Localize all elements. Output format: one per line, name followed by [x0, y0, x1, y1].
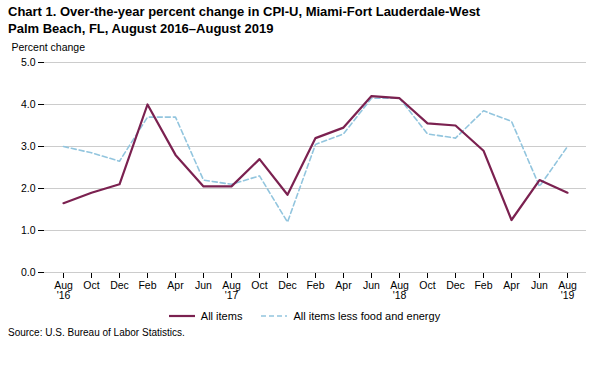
svg-text:Dec: Dec	[446, 279, 465, 291]
svg-text:Dec: Dec	[278, 279, 297, 291]
svg-text:Jun: Jun	[195, 279, 212, 291]
svg-text:Aug'19: Aug'19	[558, 279, 577, 302]
svg-text:Feb: Feb	[138, 279, 156, 291]
svg-text:5.0: 5.0	[21, 56, 36, 68]
html-text:All items: All items	[200, 309, 243, 322]
svg-text:Apr: Apr	[503, 279, 520, 291]
svg-text:Aug'17: Aug'17	[222, 279, 241, 302]
svg-text:1.0: 1.0	[21, 224, 36, 236]
svg-text:Oct: Oct	[419, 279, 435, 291]
svg-text:Aug'16: Aug'16	[54, 279, 73, 302]
svg-text:Apr: Apr	[167, 279, 184, 291]
svg-text:Oct: Oct	[251, 279, 267, 291]
svg-text:Apr: Apr	[335, 279, 352, 291]
svg-text:Percent change: Percent change	[12, 41, 86, 53]
html-text:All items less food and energy: All items less food and energy	[293, 309, 441, 322]
svg-text:Jun: Jun	[363, 279, 380, 291]
html-text:Chart 1. Over-the-year percent: Chart 1. Over-the-year percent change in…	[8, 4, 481, 36]
svg-text:Jun: Jun	[531, 279, 548, 291]
svg-text:Oct: Oct	[83, 279, 99, 291]
svg-text:3.0: 3.0	[21, 140, 36, 152]
svg-text:4.0: 4.0	[21, 98, 36, 110]
svg-text:Feb: Feb	[306, 279, 324, 291]
svg-text:Dec: Dec	[110, 279, 129, 291]
html-text:Source: U.S. Bureau of Labor S: Source: U.S. Bureau of Labor Statistics.	[8, 326, 185, 338]
svg-text:Aug'18: Aug'18	[390, 279, 409, 302]
svg-text:2.0: 2.0	[21, 182, 36, 194]
svg-text:0.0: 0.0	[21, 266, 36, 278]
svg-text:Feb: Feb	[474, 279, 492, 291]
